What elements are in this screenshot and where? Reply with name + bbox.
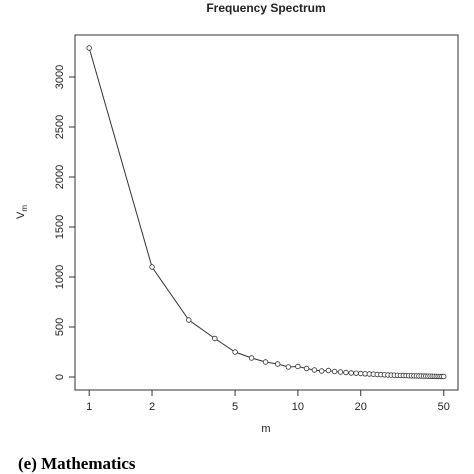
data-point [311,367,318,373]
data-point [331,368,338,375]
plot-frame [74,34,459,391]
data-point [348,370,354,376]
data-point [86,45,92,51]
data-point [274,361,281,367]
x-tick-label: 20 [355,401,367,413]
y-tick-label: 0 [54,374,66,380]
data-point [441,373,447,380]
y-tick-label: 2000 [54,165,66,189]
y-axis-label: Vm [15,205,29,219]
chart-title: Frequency Spectrum [206,1,325,15]
data-point [325,367,332,374]
y-tick-label: 1000 [54,265,66,289]
data-point [337,369,344,375]
x-tick-label: 5 [232,401,238,413]
data-point [212,335,218,342]
x-tick-label: 50 [438,401,450,413]
data-point [186,317,192,323]
y-tick-label: 500 [54,318,66,336]
x-tick-label: 1 [86,401,92,413]
x-axis-label: m [261,423,270,435]
data-point [248,355,255,361]
y-tick-label: 1500 [54,215,66,239]
caption: (e) Mathematics [18,454,136,473]
data-point [358,370,364,377]
data-point [285,364,292,370]
data-point [262,359,269,365]
data-point [232,349,238,355]
data-point [353,370,359,376]
data-point [343,369,349,376]
x-tick-label: 2 [149,401,155,413]
data-point [303,365,310,372]
data-point [295,363,301,370]
y-tick-label: 2500 [54,115,66,139]
y-label-sub: m [20,205,29,212]
y-tick-label: 3000 [54,65,66,89]
series-line [88,47,444,377]
data-point [149,264,155,270]
y-label-base: V [15,211,27,219]
data-point [318,368,325,374]
x-tick-label: 10 [292,401,304,413]
